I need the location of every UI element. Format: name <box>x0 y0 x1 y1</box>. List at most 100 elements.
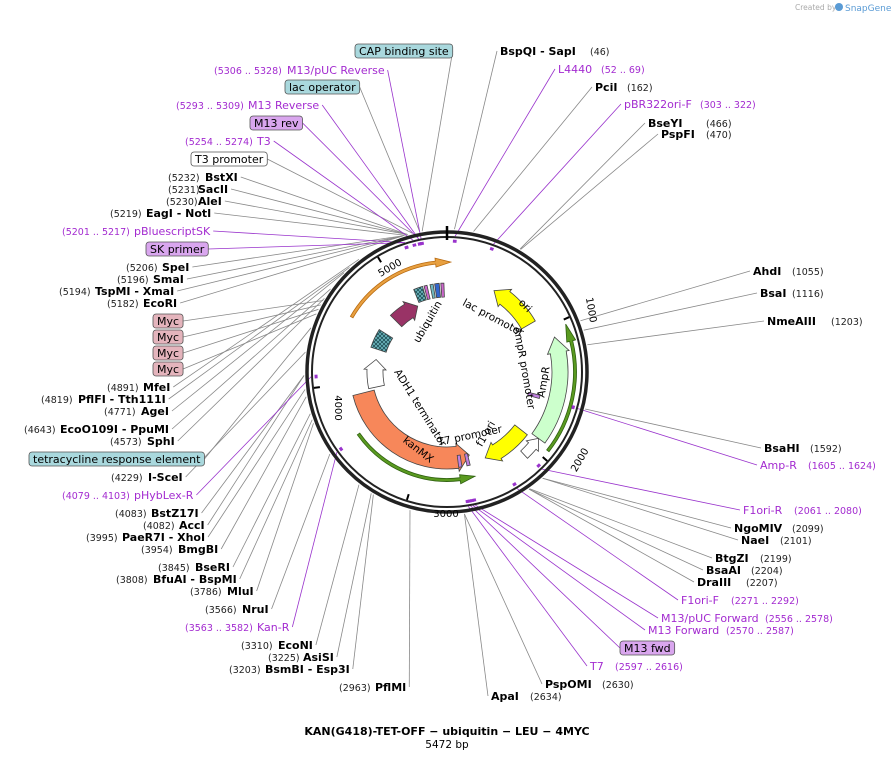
site-name: AgeI <box>141 405 169 418</box>
site-leader <box>464 513 489 697</box>
site-name: EcoRI <box>143 297 177 310</box>
feature-tag: M13 rev <box>249 115 303 131</box>
site-position: (1203) <box>831 317 863 328</box>
primer-leader <box>516 488 679 601</box>
site-leader <box>315 484 360 646</box>
primer-position: (2556 .. 2578) <box>765 614 833 625</box>
site-position: (3225) <box>268 653 300 664</box>
primer-leader <box>273 140 414 241</box>
site-name: BsaAI <box>706 564 741 577</box>
site-leader <box>529 488 713 559</box>
site-position: (3995) <box>86 533 118 544</box>
site-position: (2204) <box>751 566 783 577</box>
site-leader <box>336 493 372 658</box>
tag-box <box>152 345 184 361</box>
primer-leader <box>321 104 420 240</box>
primer-position: (2061 .. 2080) <box>794 506 862 517</box>
site-position: (1055) <box>792 267 824 278</box>
feature-arc <box>546 323 577 453</box>
site-name: EcoNI <box>278 639 313 652</box>
primer-position: (303 .. 322) <box>700 100 756 111</box>
site-name: SacII <box>198 183 228 196</box>
site-position: (3566) <box>205 605 237 616</box>
tag-label: Myc <box>157 347 179 360</box>
site-position: (1116) <box>792 289 824 300</box>
site-name: BspQI - SapI <box>500 45 576 58</box>
primer-position: (5293 .. 5309) <box>176 101 244 112</box>
primer-name: M13 Forward <box>648 624 719 637</box>
ring-tick <box>377 256 382 263</box>
feature-arrow <box>493 288 536 330</box>
primer-position: (5306 .. 5328) <box>214 66 282 77</box>
tag-box <box>152 313 184 329</box>
site-leader <box>220 396 307 550</box>
site-name: BsaI <box>760 287 786 300</box>
feature-arrow <box>484 424 528 462</box>
site-leader <box>171 288 331 430</box>
feature-tag: Myc <box>152 329 184 345</box>
site-leader <box>232 413 311 568</box>
feature-label: AmpR promoter <box>511 326 537 411</box>
site-position: (5230) <box>166 197 198 208</box>
primer-leader <box>470 505 621 649</box>
ring-tick <box>313 386 321 389</box>
site-name: BseRI <box>195 561 230 574</box>
primer-leader <box>196 376 312 496</box>
site-name: AsiSI <box>303 651 334 664</box>
site-position: (5231) <box>168 185 200 196</box>
primer-leader <box>493 103 622 245</box>
site-name: ApaI <box>491 690 519 703</box>
site-position: (4083) <box>115 509 147 520</box>
site-leader <box>454 50 498 230</box>
feature-arrow <box>389 300 419 328</box>
tag-box <box>190 151 268 167</box>
site-leader <box>464 513 543 685</box>
logo <box>835 3 843 11</box>
feature-tag: M13 fwd <box>619 640 676 656</box>
site-position: (4082) <box>143 521 175 532</box>
feature-tag: tetracycline response element <box>28 451 205 467</box>
site-leader <box>421 50 454 232</box>
primer-name: F1ori-R <box>743 504 783 517</box>
site-position: (1592) <box>810 444 842 455</box>
site-position: (2634) <box>530 692 562 703</box>
site-name: PspFI <box>661 128 695 141</box>
site-name: PflMI <box>375 681 406 694</box>
site-leader <box>520 133 659 250</box>
site-leader <box>180 236 401 304</box>
primer-leader <box>467 506 588 667</box>
ring-tick-label: 1000 <box>583 297 598 324</box>
primer-leader <box>475 504 659 619</box>
tag-label: CAP binding site <box>359 45 449 58</box>
feature-arc <box>349 257 453 319</box>
site-name: SmaI <box>153 273 184 286</box>
feature-arrow <box>363 358 387 390</box>
site-leader <box>271 453 331 610</box>
primer-leader <box>454 68 556 237</box>
primer-mark <box>465 499 470 504</box>
tag-box <box>249 115 303 131</box>
primer-position: (2597 .. 2616) <box>615 662 683 673</box>
site-leader <box>587 320 765 346</box>
site-leader <box>173 258 360 388</box>
site-name: NaeI <box>741 534 769 547</box>
primer-position: (4079 .. 4103) <box>62 491 130 502</box>
site-leader <box>171 272 345 412</box>
feature-arrow <box>520 437 539 459</box>
site-leader <box>177 235 403 292</box>
ring-tick-label: 3000 <box>433 509 458 520</box>
site-name: EcoO109I - PpuMI <box>60 423 169 436</box>
site-position: (2630) <box>602 680 634 691</box>
site-leader <box>207 389 306 538</box>
feature-tag: Myc <box>152 345 184 361</box>
primer-position: (2570 .. 2587) <box>726 626 794 637</box>
site-position: (2101) <box>780 536 812 547</box>
site-position: (5196) <box>117 275 149 286</box>
site-leader <box>473 86 593 232</box>
site-position: (5194) <box>59 287 91 298</box>
site-leader <box>267 158 413 234</box>
primer-position: (2271 .. 2292) <box>731 596 799 607</box>
primer-position: (5254 .. 5274) <box>185 137 253 148</box>
feature-block <box>527 391 541 399</box>
map-title: KAN(G418)-TET-OFF − ubiquitin − LEU − 4M… <box>304 725 589 738</box>
